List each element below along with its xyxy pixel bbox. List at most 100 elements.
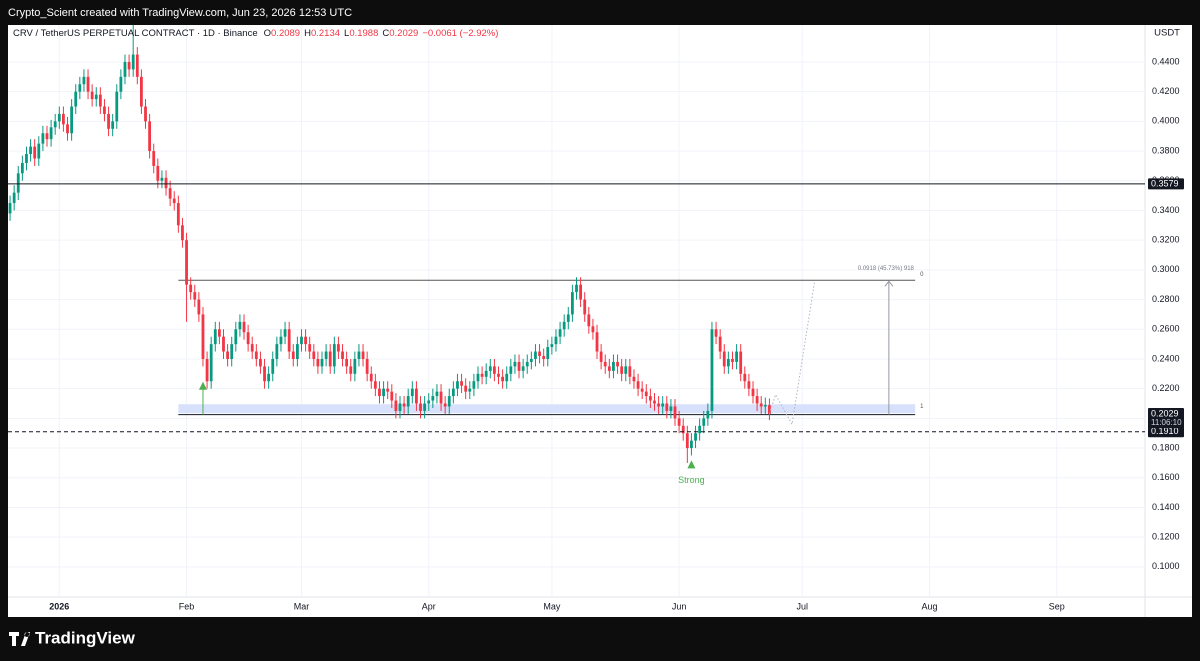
candle-body: [558, 329, 562, 337]
candle-body: [111, 121, 115, 129]
candle-body: [66, 124, 69, 134]
candle-body: [328, 351, 332, 367]
candle-body: [456, 381, 459, 389]
candle-body: [480, 373, 484, 377]
candle-body: [554, 336, 558, 345]
y-tick-label: 0.1600: [1152, 472, 1180, 482]
candle-body: [636, 381, 640, 389]
candle-body: [464, 385, 468, 392]
candle-body: [70, 106, 74, 134]
candle-body: [644, 391, 648, 397]
candle-body: [242, 321, 246, 333]
last-price: 0.2029: [1151, 408, 1179, 418]
candle-body: [271, 358, 275, 374]
candle-body: [107, 113, 110, 129]
countdown: 11:06:10: [1151, 418, 1182, 427]
credit: Crypto_Scient created with TradingView.c…: [8, 7, 352, 19]
x-tick-label: Jul: [797, 601, 809, 611]
candle-body: [501, 376, 505, 382]
candle-body: [534, 351, 537, 359]
plot: 0.0918 (45.73%) 918 0 1 Strong: [8, 24, 1145, 485]
candle-body: [673, 406, 677, 419]
candle-body: [90, 91, 94, 100]
candle-body: [739, 351, 743, 374]
candle-body: [423, 403, 427, 411]
x-tick-label: Aug: [921, 601, 937, 611]
legend: CRV / TetherUS PERPETUAL CONTRACT · 1D ·…: [13, 28, 498, 39]
candle-body: [250, 344, 254, 352]
y-tick-label: 0.3000: [1152, 264, 1180, 274]
candle-body: [616, 361, 619, 367]
candle-body: [135, 54, 139, 77]
candle-body: [41, 133, 45, 144]
candle-body: [156, 165, 160, 181]
candle-body: [497, 373, 500, 377]
y-tick-label: 0.3200: [1152, 235, 1180, 245]
candle-body: [550, 344, 554, 348]
candle-body: [410, 388, 414, 397]
candle-body: [759, 403, 763, 407]
y-tick-label: 0.2600: [1152, 324, 1180, 334]
candle-body: [681, 425, 685, 434]
candle-body: [222, 336, 225, 352]
candle-body: [603, 361, 607, 367]
marker-label: Strong: [678, 475, 705, 485]
candle-body: [427, 400, 431, 404]
candle-body: [731, 358, 734, 362]
candle-body: [353, 358, 357, 374]
candle-body: [525, 361, 529, 367]
candle-body: [509, 366, 513, 374]
candle-body: [599, 351, 603, 362]
ohlc-value: 0.1988: [349, 28, 378, 39]
candle-body: [234, 329, 238, 345]
price-line-label: 0.1910: [1151, 426, 1179, 436]
candle-body: [337, 344, 340, 352]
candle-body: [768, 405, 771, 415]
candle-body: [304, 336, 307, 345]
candle-body: [542, 355, 546, 359]
y-tick-label: 0.4200: [1152, 86, 1180, 96]
candle-body: [267, 373, 271, 382]
candle-body: [230, 344, 234, 359]
candle-body: [702, 418, 706, 426]
marker: [687, 460, 696, 469]
ohlc-label: H: [304, 28, 311, 39]
candle-body: [386, 388, 390, 392]
x-tick-label: Mar: [294, 601, 310, 611]
candle-body: [493, 366, 496, 374]
candle-body: [698, 425, 702, 434]
ohlc-label: L: [344, 28, 349, 39]
price-line-label-box: [1148, 178, 1184, 190]
candle-body: [640, 388, 644, 392]
candle-body: [25, 154, 28, 163]
candle-body: [320, 358, 324, 367]
candle-body: [181, 225, 184, 241]
candle-body: [521, 366, 525, 371]
candle-body: [300, 336, 303, 345]
y-tick-label: 0.1200: [1152, 532, 1180, 542]
candle-body: [583, 299, 587, 315]
candle-body: [747, 381, 751, 389]
candle-body: [20, 162, 24, 174]
x-tick-label: 2026: [49, 601, 69, 611]
measure-arrowhead: [884, 280, 894, 287]
candle-body: [176, 203, 180, 226]
candle-body: [382, 388, 385, 397]
ohlc-value: 0.2089: [271, 28, 300, 39]
y-tick-label: 0.1400: [1152, 502, 1180, 512]
candle-body: [74, 91, 78, 107]
candle-body: [115, 91, 119, 122]
candle-body: [246, 332, 250, 345]
candle-body: [665, 403, 669, 411]
candle-body: [714, 329, 718, 337]
candle-body: [513, 361, 517, 367]
candle-body: [546, 347, 550, 359]
candle-body: [624, 366, 628, 374]
candle-body: [661, 403, 665, 407]
candle-body: [16, 173, 20, 193]
projection-path: [768, 281, 816, 426]
y-tick-label: 0.3400: [1152, 205, 1180, 215]
candle-body: [398, 403, 402, 411]
candle-body: [751, 388, 755, 397]
